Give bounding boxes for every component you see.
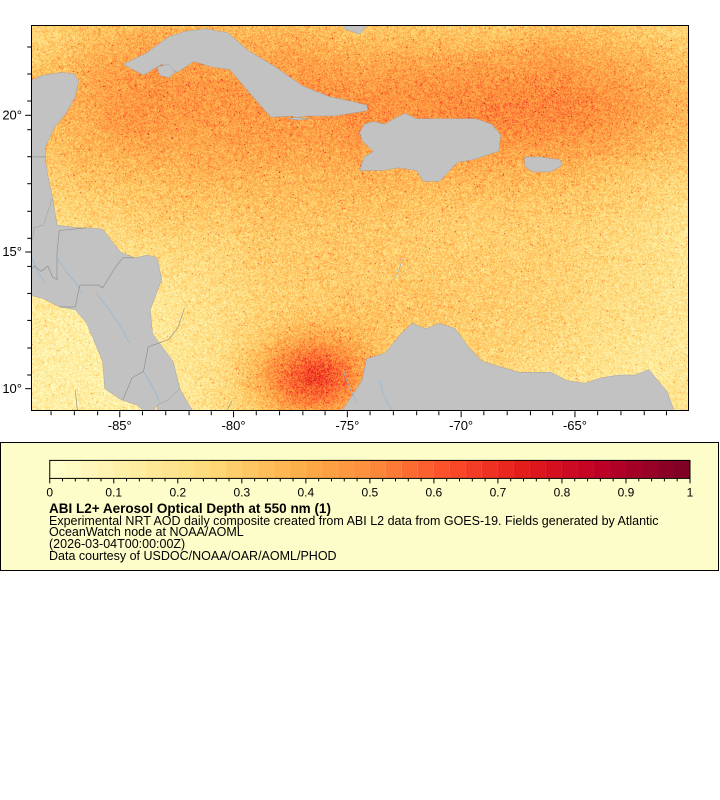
svg-text:0.4: 0.4 [298, 485, 315, 499]
svg-text:0.7: 0.7 [490, 485, 507, 499]
svg-text:0.2: 0.2 [169, 485, 186, 499]
svg-text:-65°: -65° [563, 418, 587, 433]
svg-text:0.1: 0.1 [105, 485, 122, 499]
svg-text:-70°: -70° [449, 418, 473, 433]
svg-text:-85°: -85° [108, 418, 132, 433]
svg-text:0.9: 0.9 [618, 485, 635, 499]
svg-text:10°: 10° [2, 381, 22, 396]
svg-text:-75°: -75° [335, 418, 359, 433]
svg-text:15°: 15° [2, 244, 22, 259]
svg-text:0.6: 0.6 [426, 485, 443, 499]
svg-text:-80°: -80° [222, 418, 246, 433]
svg-text:1: 1 [687, 485, 694, 499]
svg-text:0.8: 0.8 [554, 485, 571, 499]
svg-text:0.5: 0.5 [362, 485, 379, 499]
svg-text:20°: 20° [2, 108, 22, 123]
svg-text:0.3: 0.3 [233, 485, 250, 499]
svg-text:0: 0 [46, 485, 53, 499]
